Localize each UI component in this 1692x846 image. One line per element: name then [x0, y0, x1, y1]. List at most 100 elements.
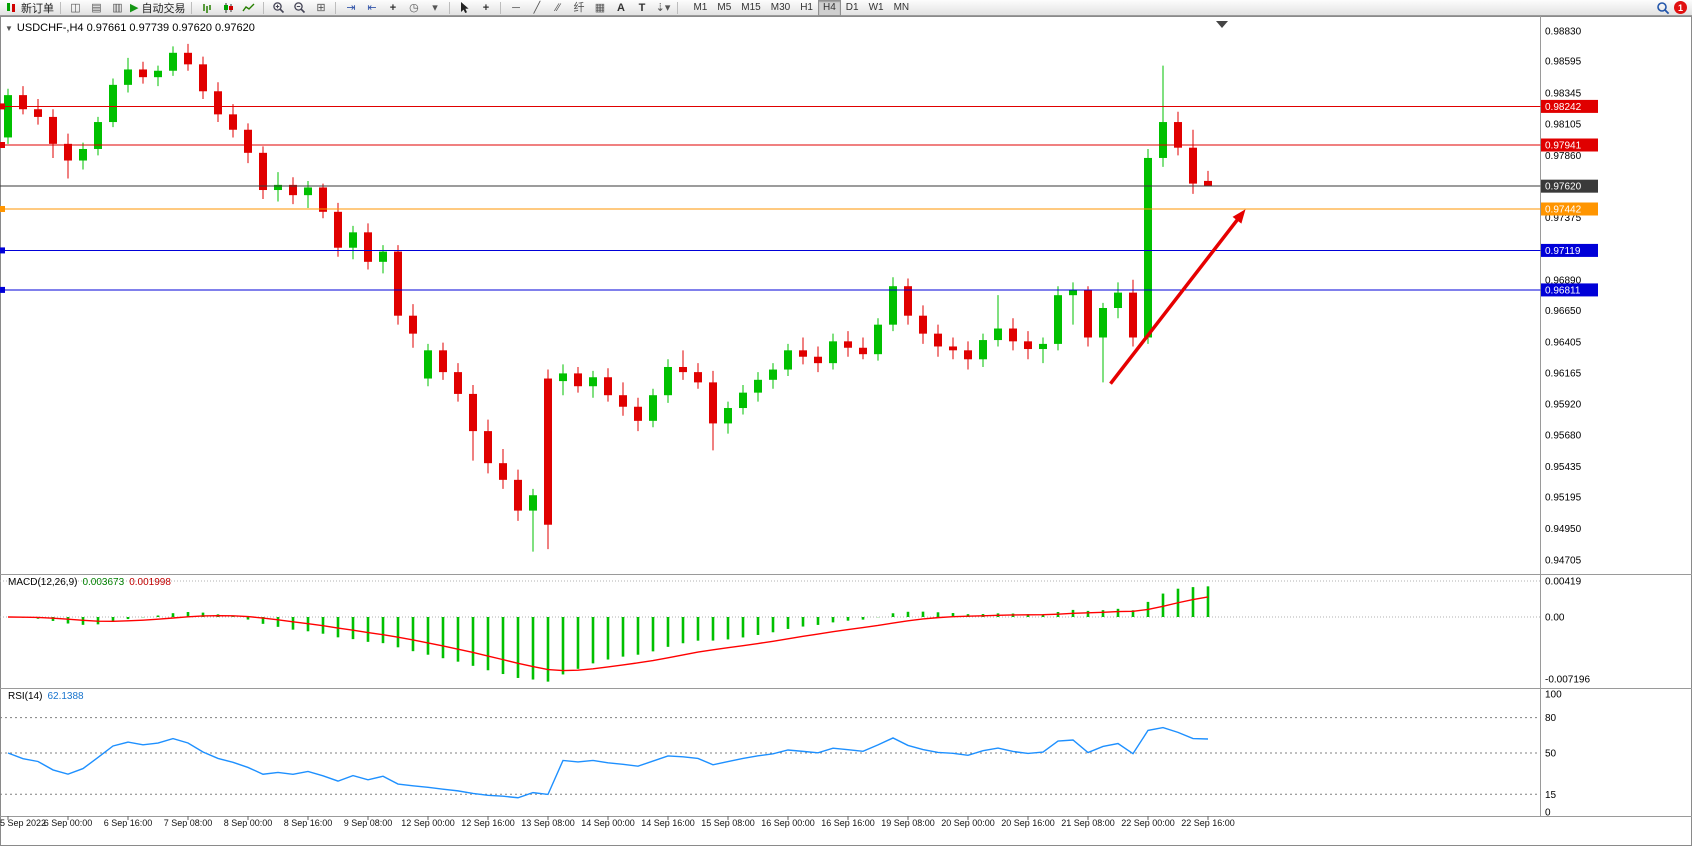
timeframe-group: M1 M5 M15 M30 H1 H4 D1 W1 MN — [688, 0, 914, 16]
zoom-out-button[interactable] — [289, 0, 310, 15]
chart-window[interactable]: 0.98830 0.98595 0.98345 0.98105 0.97860 0.976… — [0, 16, 1692, 846]
candle — [904, 278, 912, 325]
crosshair-button[interactable]: + — [475, 0, 496, 15]
chart-shift-marker[interactable] — [1216, 21, 1228, 28]
candle — [454, 363, 462, 402]
candle — [244, 123, 252, 164]
candle — [679, 350, 687, 380]
hline-0.98242[interactable] — [0, 103, 1541, 110]
candle — [1189, 129, 1197, 194]
candle — [1009, 318, 1017, 351]
market-watch-icon: ▥ — [112, 1, 123, 14]
macd-label: MACD(12,26,9) 0.003673 0.001998 — [8, 577, 171, 588]
time-label: 19 Sep 08:00 — [881, 818, 935, 828]
timeframe-w1[interactable]: W1 — [868, 1, 884, 13]
arrows-tool[interactable]: ⇣ ▾ — [652, 0, 673, 15]
text-tool[interactable]: A — [610, 0, 631, 15]
candle — [469, 384, 477, 461]
candle — [109, 78, 117, 128]
chart-shift-button[interactable]: ⇤ — [361, 0, 382, 15]
price-tick: 0.97375 — [1545, 213, 1582, 224]
rsi-value: 62.1388 — [47, 691, 84, 702]
trend-arrow-head — [1232, 209, 1246, 224]
timeframe-m30[interactable]: M30 — [770, 1, 791, 13]
chart-title: USDCHF-,H4 0.97661 0.97739 0.97620 0.976… — [16, 22, 255, 34]
candle — [1114, 282, 1122, 319]
candle — [1069, 282, 1077, 325]
hline-0.97442[interactable] — [0, 205, 1541, 212]
fibonacci-tool[interactable]: 纤 — [568, 0, 589, 15]
cursor-button[interactable] — [454, 0, 475, 15]
time-label: 6 Sep 00:00 — [43, 818, 93, 828]
candles-layer[interactable] — [4, 43, 1212, 552]
hline-0.97941[interactable] — [0, 142, 1541, 149]
tile-windows-button[interactable]: ⊞ — [310, 0, 331, 15]
price-tick: 0.95435 — [1545, 462, 1582, 473]
candle — [499, 449, 507, 489]
collapse-icon[interactable]: ▼ — [5, 23, 13, 33]
add-indicator-button[interactable]: + — [382, 0, 403, 15]
crosshair-icon: + — [482, 1, 490, 14]
time-label: 16 Sep 00:00 — [761, 818, 815, 828]
timeframe-m5[interactable]: M5 — [717, 1, 732, 13]
chart-canvas[interactable]: 0.98830 0.98595 0.98345 0.98105 0.97860 0.976… — [0, 16, 1692, 846]
trendline-tool[interactable]: ╱ — [526, 0, 547, 15]
toolbar-separator — [449, 1, 451, 14]
new-order-button[interactable]: 新订单 — [3, 0, 56, 15]
candlestick-chart-button[interactable] — [217, 0, 238, 15]
chart-title-bar: ▼ USDCHF-,H4 0.97661 0.97739 0.97620 0.9… — [5, 22, 255, 34]
candle — [304, 181, 312, 208]
time-label: 9 Sep 08:00 — [343, 818, 393, 828]
candle — [274, 172, 282, 202]
market-watch-button[interactable]: ▥ — [107, 0, 128, 15]
hline-0.96811[interactable] — [0, 286, 1541, 293]
candlestick-chart-icon — [223, 2, 233, 13]
candle — [424, 343, 432, 387]
time-label: 7 Sep 08:00 — [163, 818, 213, 828]
profiles-button[interactable]: ▤ — [86, 0, 107, 15]
timeframe-m1[interactable]: M1 — [693, 1, 708, 13]
channel-icon: ∕∕ — [556, 1, 560, 14]
rsi-label: RSI(14) 62.1388 — [8, 691, 84, 702]
macd-axis-tick: 0.00419 — [1545, 576, 1582, 587]
hline-0.97119[interactable] — [0, 247, 1541, 254]
macd-name: MACD(12,26,9) — [8, 577, 78, 588]
macd-axis-tick: 0.00 — [1545, 613, 1565, 624]
notification-badge[interactable]: 1 — [1674, 1, 1687, 14]
candle — [49, 109, 57, 158]
timeframe-m15[interactable]: M15 — [741, 1, 761, 13]
tile-windows-icon: ⊞ — [316, 1, 326, 14]
auto-trading-button[interactable]: ▶ 自动交易 — [128, 0, 187, 15]
candle — [724, 401, 732, 434]
period-button[interactable]: ◷ — [403, 0, 424, 15]
horizontal-line-tool[interactable]: ─ — [505, 0, 526, 15]
candle — [559, 364, 567, 396]
timeframe-mn[interactable]: MN — [893, 1, 910, 13]
toolbar-separator — [335, 1, 337, 14]
price-tick: 0.95920 — [1545, 400, 1582, 411]
line-chart-icon — [242, 3, 255, 11]
label-tool[interactable]: T — [631, 0, 652, 15]
price-tick: 0.94705 — [1545, 555, 1582, 566]
auto-scroll-button[interactable]: ⇥ — [340, 0, 361, 15]
time-axis[interactable]: 5 Sep 2022 6 Sep 00:00 6 Sep 16:00 7 Sep 08… — [0, 818, 1545, 832]
shapes-tool[interactable]: ▦ — [589, 0, 610, 15]
timeframe-h1[interactable]: H1 — [800, 1, 813, 13]
timeframe-d1[interactable]: D1 — [845, 1, 859, 13]
horizontal-line-icon: ─ — [512, 1, 520, 14]
candle — [1174, 111, 1182, 156]
price-badge: 0.98242 — [1541, 99, 1598, 113]
trend-arrow[interactable] — [1109, 214, 1242, 385]
candle — [199, 56, 207, 99]
search-icon[interactable] — [1656, 1, 1670, 15]
channel-tool[interactable]: ∕∕ — [547, 0, 568, 15]
candle — [814, 346, 822, 373]
time-label: 22 Sep 16:00 — [1181, 818, 1235, 828]
new-chart-button[interactable]: ◫ — [65, 0, 86, 15]
zoom-in-button[interactable] — [268, 0, 289, 15]
line-chart-button[interactable] — [238, 0, 259, 15]
candle — [289, 177, 297, 205]
bar-chart-button[interactable] — [196, 0, 217, 15]
timeframe-h4[interactable]: H4 — [817, 0, 841, 16]
templates-button[interactable]: ▾ — [424, 0, 445, 15]
